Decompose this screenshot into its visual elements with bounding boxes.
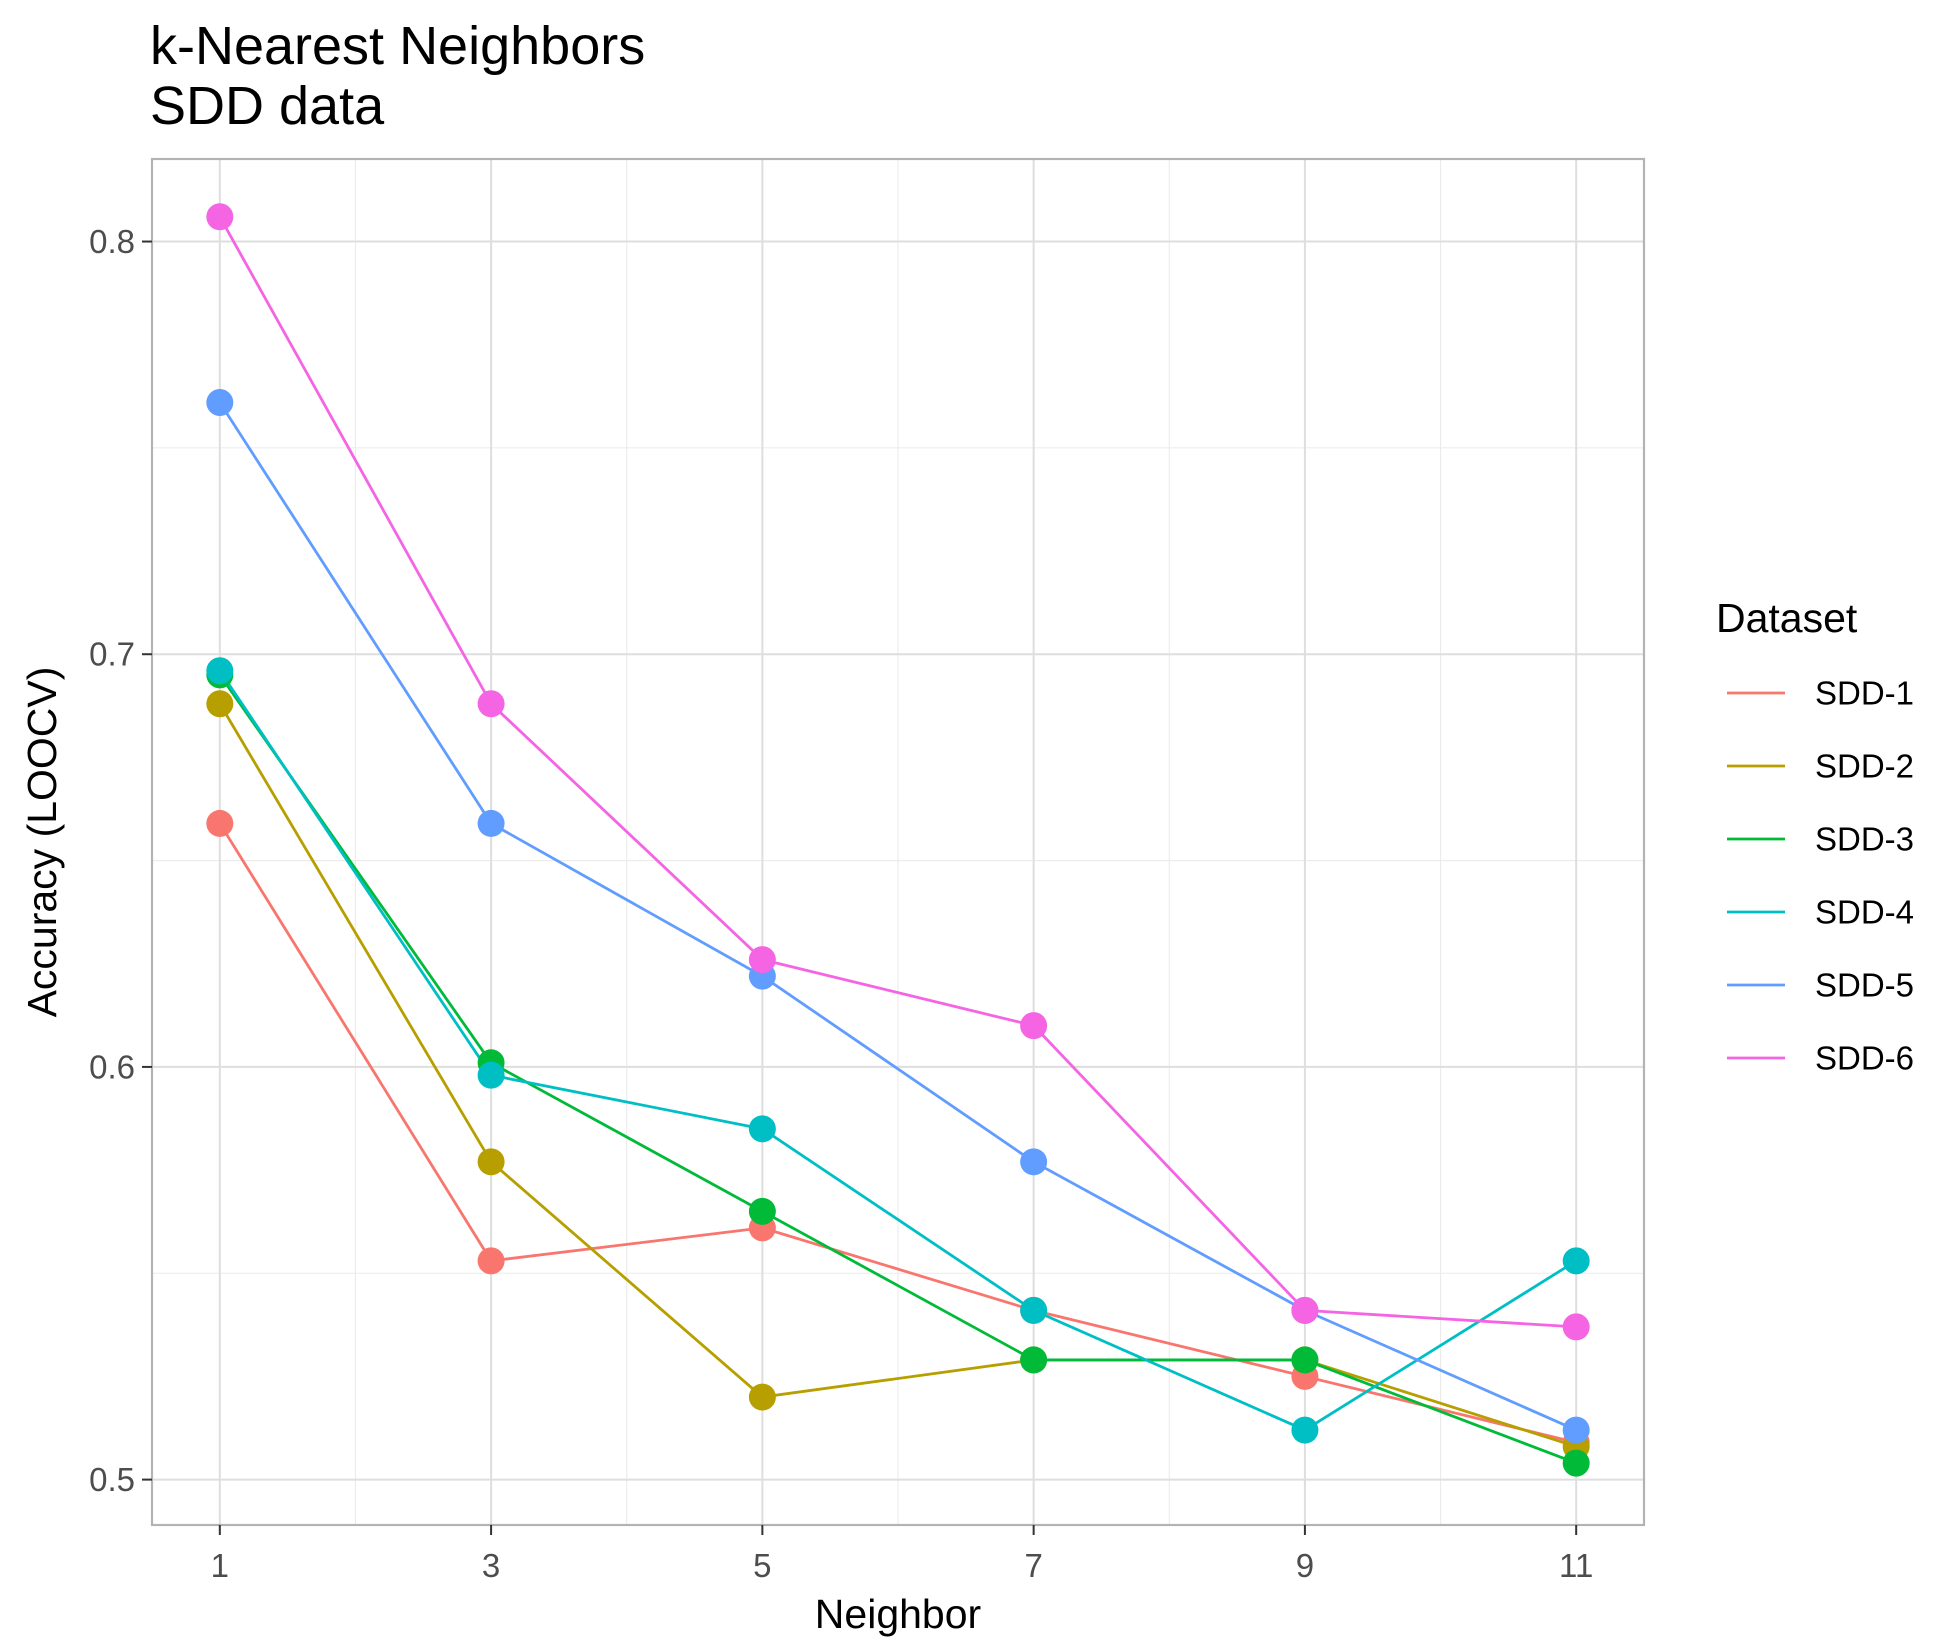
data-point-sdd-3 — [1291, 1346, 1319, 1374]
grid-minor — [152, 159, 1644, 1525]
data-point-sdd-3 — [1562, 1449, 1590, 1477]
x-tick-label: 1 — [211, 1547, 229, 1584]
data-point-sdd-6 — [1020, 1012, 1048, 1040]
series-points — [206, 203, 1590, 1477]
legend-label: SDD-1 — [1815, 675, 1914, 712]
series-lines — [218, 216, 1577, 1465]
data-point-sdd-5 — [1562, 1416, 1590, 1444]
data-point-sdd-4 — [206, 657, 234, 685]
data-point-sdd-6 — [477, 690, 505, 718]
data-point-sdd-5 — [1020, 1148, 1048, 1176]
legend: Dataset SDD-1 SDD-2 SDD-3 SDD-4 SDD-5 SD… — [1716, 595, 1914, 1077]
x-axis-title: Neighbor — [815, 1591, 981, 1637]
y-tick-labels: 0.5 0.6 0.7 0.8 — [89, 223, 135, 1498]
x-axis: 1 3 5 7 9 11 Neighbor — [211, 1525, 1594, 1637]
x-tick-label: 11 — [1559, 1547, 1593, 1584]
series-line-sdd-3 — [218, 674, 1577, 1465]
y-axis-title: Accuracy (LOOCV) — [19, 667, 65, 1018]
data-point-sdd-3 — [748, 1197, 776, 1225]
legend-label: SDD-5 — [1815, 967, 1914, 1004]
data-point-sdd-6 — [748, 946, 776, 974]
legend-label: SDD-2 — [1815, 748, 1914, 785]
legend-label: SDD-3 — [1815, 821, 1914, 858]
grid-major — [152, 159, 1644, 1525]
data-point-sdd-4 — [1291, 1416, 1319, 1444]
data-point-sdd-2 — [748, 1383, 776, 1411]
data-point-sdd-6 — [1291, 1296, 1319, 1324]
x-ticks — [218, 1525, 1578, 1535]
y-ticks — [142, 240, 152, 1481]
data-point-sdd-1 — [206, 809, 234, 837]
y-tick-label: 0.8 — [89, 223, 135, 260]
series-line-sdd-6 — [218, 216, 1577, 1329]
data-point-sdd-1 — [477, 1247, 505, 1275]
data-point-sdd-4 — [477, 1061, 505, 1089]
data-point-sdd-5 — [206, 388, 234, 416]
y-tick-label: 0.6 — [89, 1048, 135, 1085]
legend-keys — [1727, 691, 1785, 1060]
chart-title: k-Nearest Neighbors — [150, 16, 645, 76]
legend-label: SDD-4 — [1815, 894, 1914, 931]
legend-label: SDD-6 — [1815, 1040, 1914, 1077]
data-point-sdd-4 — [1020, 1296, 1048, 1324]
series-line-sdd-2 — [218, 703, 1577, 1448]
data-point-sdd-6 — [206, 203, 234, 231]
data-point-sdd-2 — [206, 690, 234, 718]
legend-labels: SDD-1 SDD-2 SDD-3 SDD-4 SDD-5 SDD-6 — [1815, 675, 1914, 1077]
data-point-sdd-3 — [1020, 1346, 1048, 1374]
y-tick-label: 0.5 — [89, 1461, 135, 1498]
panel-border — [150, 157, 1646, 1527]
y-tick-label: 0.7 — [89, 636, 135, 673]
data-point-sdd-4 — [1562, 1247, 1590, 1275]
data-point-sdd-2 — [477, 1148, 505, 1176]
data-point-sdd-5 — [477, 809, 505, 837]
data-point-sdd-6 — [1562, 1313, 1590, 1341]
legend-title: Dataset — [1716, 595, 1858, 641]
chart-subtitle: SDD data — [150, 76, 385, 136]
plot-panel — [150, 157, 1646, 1527]
series-line-sdd-1 — [218, 822, 1577, 1444]
data-point-sdd-4 — [748, 1115, 776, 1143]
x-tick-label: 5 — [753, 1547, 771, 1584]
series-line-sdd-4 — [218, 669, 1577, 1432]
x-tick-label: 9 — [1296, 1547, 1314, 1584]
x-tick-label: 3 — [482, 1547, 500, 1584]
x-tick-label: 7 — [1024, 1547, 1042, 1584]
series-line-sdd-5 — [218, 401, 1577, 1432]
x-tick-labels: 1 3 5 7 9 11 — [211, 1547, 1594, 1584]
y-axis: 0.5 0.6 0.7 0.8 Accuracy (LOOCV) — [19, 223, 152, 1498]
